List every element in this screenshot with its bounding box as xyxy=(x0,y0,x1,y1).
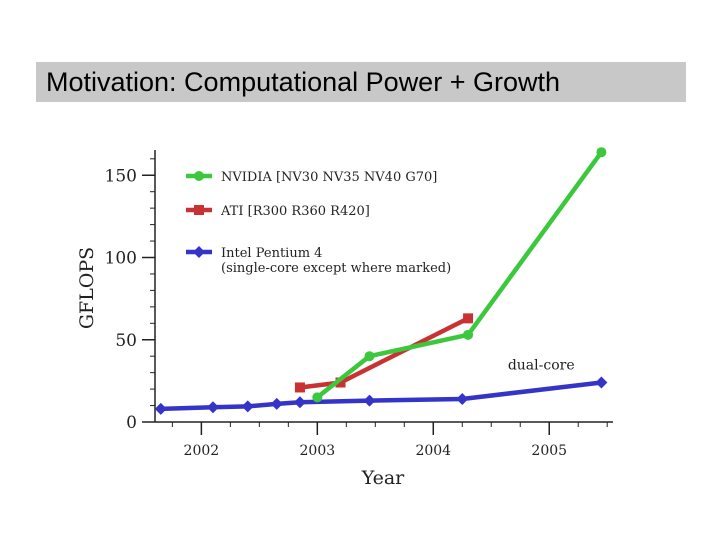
legend-label: ATI [R300 R360 R420] xyxy=(220,204,370,219)
data-point xyxy=(270,397,283,410)
legend-marker xyxy=(194,171,204,181)
data-point xyxy=(335,377,346,388)
data-point xyxy=(206,401,219,414)
series-0 xyxy=(312,147,607,403)
data-point xyxy=(241,400,254,413)
data-point xyxy=(363,394,376,407)
legend-label: Intel Pentium 4 xyxy=(221,246,322,261)
data-point xyxy=(596,147,607,158)
y-tick-label: 50 xyxy=(115,331,137,351)
legend-label-line2: (single-core except where marked) xyxy=(221,261,451,276)
y-axis-label: GFLOPS xyxy=(76,247,98,329)
data-point xyxy=(312,392,323,403)
y-tick-label: 100 xyxy=(105,249,137,269)
data-point xyxy=(456,392,469,405)
series-line xyxy=(158,380,604,412)
chart-legend: NVIDIA [NV30 NV35 NV40 G70] ATI [R300 R36… xyxy=(186,170,451,276)
data-point xyxy=(364,351,375,362)
legend-entry-1: ATI [R300 R360 R420] xyxy=(186,204,370,219)
legend-entry-0: NVIDIA [NV30 NV35 NV40 G70] xyxy=(186,170,437,185)
data-point xyxy=(154,402,167,415)
legend-label: NVIDIA [NV30 NV35 NV40 G70] xyxy=(221,170,437,185)
slide-title: Motivation: Computational Power + Growth xyxy=(36,62,686,102)
data-point xyxy=(293,396,306,409)
y-tick-label: 150 xyxy=(105,166,137,186)
annotation-dual-core: dual-core xyxy=(508,357,575,373)
data-point xyxy=(463,329,474,340)
x-tick-label: 2004 xyxy=(415,443,451,459)
chart-axes: 0 50 100 150 2002 2003 2004 2005 xyxy=(105,150,613,459)
series-layer xyxy=(154,147,608,415)
series-line xyxy=(315,149,604,400)
y-tick-label: 0 xyxy=(126,413,137,433)
legend-marker xyxy=(193,246,205,258)
x-tick-label: 2002 xyxy=(184,443,220,459)
legend-marker xyxy=(194,205,204,215)
data-point xyxy=(595,376,608,389)
series-2 xyxy=(154,376,608,415)
data-point xyxy=(294,382,305,393)
x-tick-label: 2003 xyxy=(300,443,336,459)
data-point xyxy=(463,313,474,324)
series-1 xyxy=(294,313,474,393)
x-axis-label: Year xyxy=(361,467,405,489)
legend-entry-2: Intel Pentium 4(single-core except where… xyxy=(186,246,451,276)
x-tick-label: 2005 xyxy=(531,443,567,459)
